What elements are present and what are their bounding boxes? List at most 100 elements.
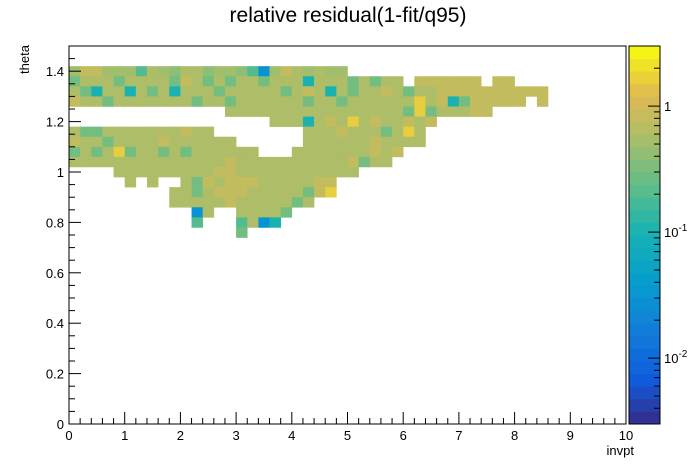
heatmap-cell: [314, 76, 326, 87]
heatmap-cell: [425, 116, 437, 127]
colorbar-swatch: [629, 71, 660, 85]
heatmap-cell: [202, 166, 215, 178]
y-tick-label: 1.2: [46, 115, 64, 130]
heatmap-cell: [302, 177, 315, 188]
heatmap-cell: [158, 66, 170, 77]
heatmap-cell: [258, 166, 270, 178]
x-tick-label: 3: [232, 428, 239, 443]
heatmap-cell: [180, 126, 192, 138]
heatmap-cell: [447, 76, 460, 87]
heatmap-cell: [269, 197, 281, 208]
heatmap-cell: [80, 126, 92, 138]
heatmap-cell: [403, 106, 415, 117]
heatmap-cell: [325, 86, 337, 97]
heatmap-cell: [458, 86, 471, 97]
x-tick-label: 4: [288, 428, 295, 443]
colorbar-swatch: [629, 96, 660, 110]
x-axis-label: invpt: [606, 443, 634, 458]
heatmap-cell: [470, 106, 482, 117]
heatmap-cell: [325, 156, 337, 168]
heatmap-cell: [347, 96, 359, 107]
heatmap-cell: [369, 106, 382, 117]
heatmap-cell: [236, 146, 248, 158]
heatmap-cell: [180, 76, 192, 87]
heatmap-cell: [247, 86, 259, 97]
heatmap-cell: [213, 76, 226, 87]
heatmap-cell: [336, 146, 348, 158]
heatmap-cell: [169, 166, 181, 178]
heatmap-cell: [336, 76, 348, 87]
heatmap-cell: [158, 166, 170, 178]
heatmap-cell: [113, 76, 125, 87]
heatmap-cell: [202, 66, 215, 77]
heatmap-cell: [336, 136, 348, 148]
x-tick-label: 10: [619, 428, 633, 443]
heatmap-cell: [247, 76, 259, 87]
heatmap-cell: [436, 86, 449, 97]
colorbar-swatch: [629, 411, 660, 425]
heatmap-cell: [470, 76, 482, 87]
heatmap-cell: [191, 126, 203, 138]
colorbar-swatch: [629, 109, 660, 122]
heatmap-cell: [236, 197, 248, 208]
heatmap-cell: [135, 86, 148, 97]
heatmap-cell: [280, 106, 293, 117]
colorbar-swatch: [629, 361, 660, 374]
heatmap-cell: [213, 156, 226, 168]
heatmap-cell: [135, 96, 148, 107]
heatmap-cell: [224, 166, 237, 178]
colorbar-swatch: [629, 222, 660, 236]
colorbar-swatch: [629, 272, 660, 286]
heatmap-cell: [314, 156, 326, 168]
heatmap-cell: [336, 66, 348, 77]
x-tick-label: 5: [344, 428, 351, 443]
heatmap-cell: [325, 136, 337, 148]
heatmap-cell: [124, 126, 137, 138]
heatmap-cell: [447, 86, 460, 97]
heatmap-cell: [325, 126, 337, 138]
heatmap-cell: [325, 66, 337, 77]
heatmap-cell: [158, 126, 170, 138]
heatmap-cell: [492, 96, 504, 107]
heatmap-cell: [280, 86, 293, 97]
heatmap-cell: [380, 76, 393, 87]
heatmap-cell: [158, 76, 170, 87]
heatmap-cell: [202, 96, 215, 107]
heatmap-cell: [403, 86, 415, 97]
heatmap-cell: [392, 76, 404, 87]
heatmap-cell: [80, 76, 92, 87]
heatmap-cell: [247, 207, 259, 218]
heatmap-cell: [247, 96, 259, 107]
heatmap-cell: [347, 116, 359, 127]
colorbar-swatch: [629, 260, 660, 274]
heatmap-cell: [146, 177, 159, 188]
heatmap-cell: [325, 96, 337, 107]
heatmap-cell: [158, 156, 170, 168]
heatmap-cell: [314, 177, 326, 188]
heatmap-cell: [358, 76, 371, 87]
heatmap-cell: [191, 76, 203, 87]
heatmap-cell: [291, 146, 304, 158]
heatmap-cell: [358, 96, 371, 107]
heatmap-cell: [191, 207, 203, 218]
heatmap-cell: [514, 96, 527, 107]
y-tick-label: 0.2: [46, 367, 64, 382]
heatmap-cell: [80, 96, 92, 107]
heatmap-cell: [247, 177, 259, 188]
heatmap-cell: [347, 76, 359, 87]
heatmap-cell: [169, 86, 181, 97]
heatmap-cell: [213, 66, 226, 77]
heatmap-cell: [224, 66, 237, 77]
heatmap-cell: [191, 66, 203, 77]
heatmap-cell: [336, 156, 348, 168]
heatmap-cell: [291, 76, 304, 87]
axes: 0 1 2 3 4 5 6 7 8 9 10 0 0.2 0.4 0.6 0.8 1 1.2 1.4: [46, 45, 633, 443]
heatmap-cell: [369, 86, 382, 97]
colorbar-tick-label: 10-1: [664, 223, 688, 240]
heatmap-cell: [146, 96, 159, 107]
heatmap-cell: [146, 76, 159, 87]
heatmap-cell: [91, 136, 103, 148]
heatmap-cell: [325, 177, 337, 188]
heatmap-cell: [269, 187, 281, 198]
heatmap-cell: [392, 146, 404, 158]
